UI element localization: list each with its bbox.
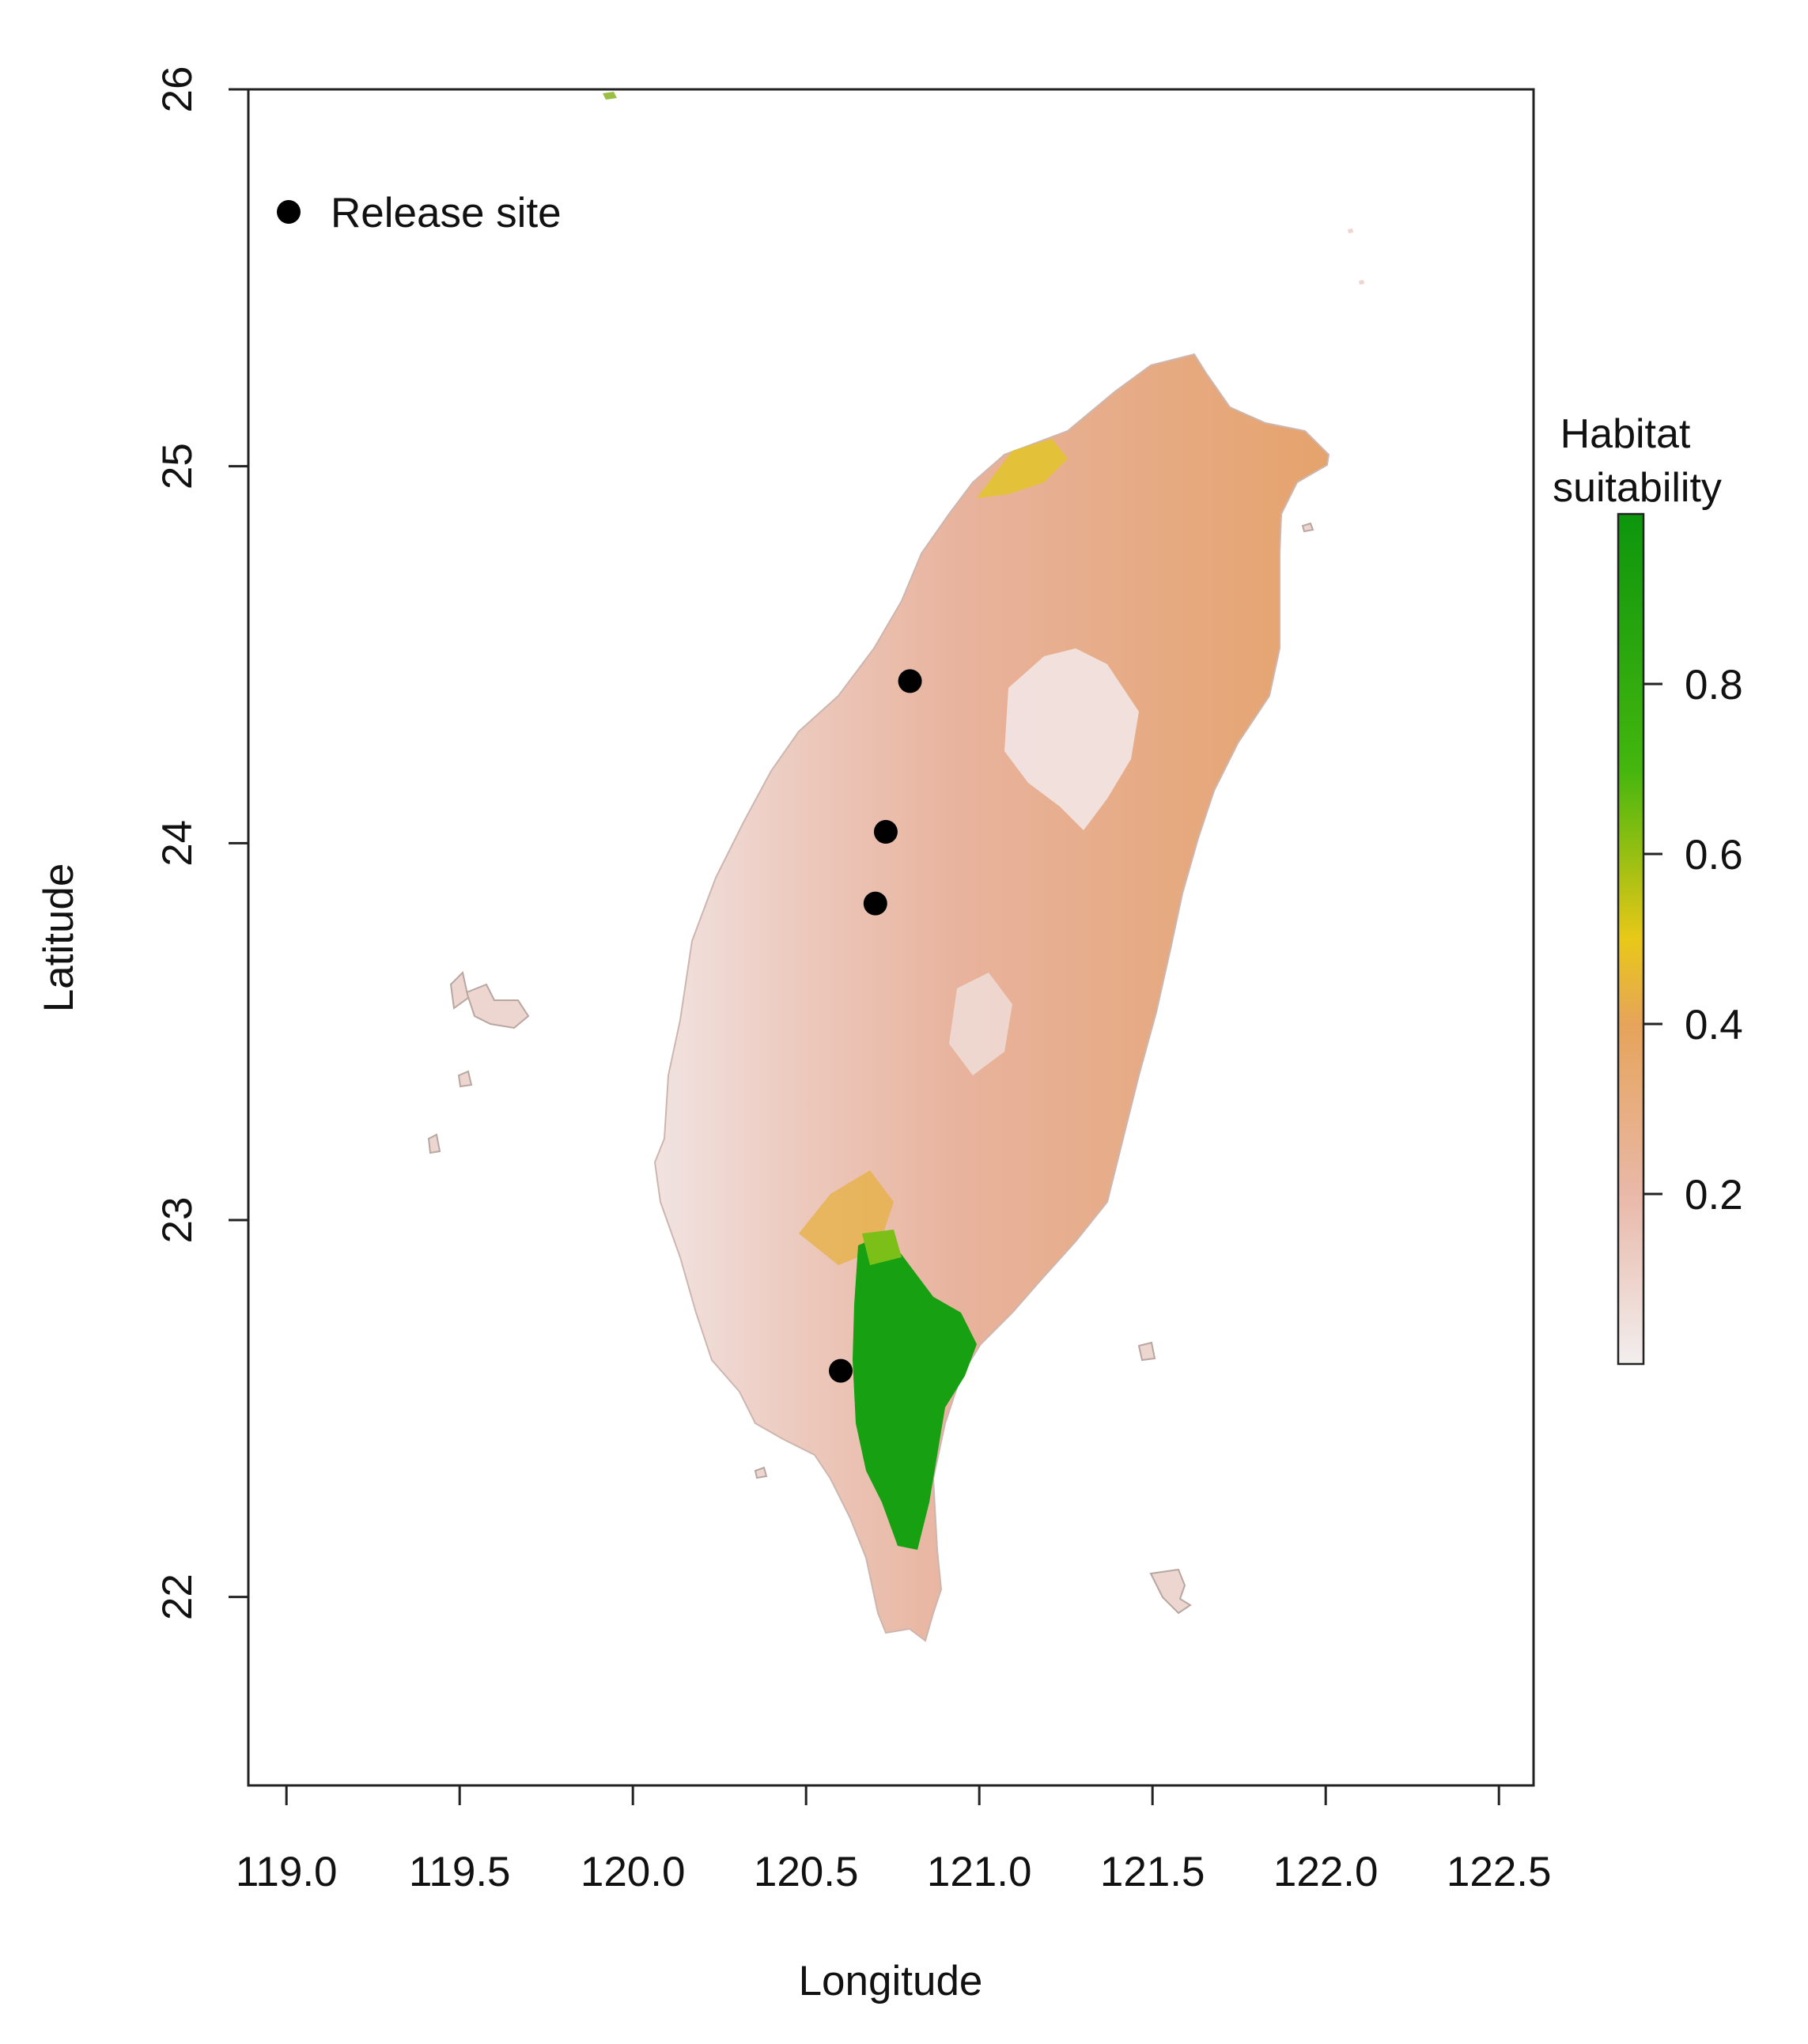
x-axis-title: Longitude — [799, 1958, 983, 2004]
southern-high-suitability — [853, 1234, 977, 1550]
y-tick-label: 23 — [154, 1197, 201, 1244]
central-range-light-zone-south — [949, 973, 1012, 1075]
pengjia-islet — [1348, 229, 1353, 233]
y-tick-label: 22 — [154, 1574, 201, 1620]
x-tick-label: 119.5 — [409, 1849, 511, 1895]
colorbar-title-line1: Habitat — [1560, 411, 1691, 457]
colorbar-tick-label: 0.2 — [1685, 1172, 1743, 1218]
release-site-point — [873, 820, 898, 844]
southern-high-suitability-edge — [862, 1230, 902, 1265]
legend-label: Release site — [331, 190, 562, 236]
green-island — [1137, 1341, 1156, 1362]
release-site-point — [863, 891, 887, 916]
orchid-island — [1149, 1568, 1192, 1615]
y-axis: 22 23 24 25 26 — [154, 66, 250, 1620]
colorbar-title-line2: suitability — [1553, 465, 1722, 511]
penghu-islet-3 — [427, 1133, 441, 1154]
y-axis-title: Latitude — [36, 863, 82, 1013]
liuqiu-island — [754, 1466, 768, 1479]
penghu-islet-2 — [457, 1070, 473, 1088]
colorbar-tick-label: 0.8 — [1685, 662, 1743, 708]
colorbar-tick-label: 0.6 — [1685, 832, 1743, 878]
x-tick-label: 121.0 — [927, 1849, 1032, 1895]
colorbar: Habitat suitability 0.2 0.4 0.6 0.8 — [1553, 411, 1743, 1366]
x-axis: 119.0 119.5 120.0 120.5 121.0 121.5 122.0 122.5 — [236, 1784, 1552, 1895]
x-tick-label: 122.5 — [1447, 1849, 1552, 1895]
release-site-point — [828, 1358, 853, 1383]
x-tick-label: 122.0 — [1273, 1849, 1379, 1895]
x-tick-label: 120.0 — [581, 1849, 686, 1895]
matsu-islet — [603, 92, 617, 100]
central-range-light-zone — [1004, 648, 1139, 830]
mianhua-islet — [1359, 280, 1364, 285]
x-tick-label: 121.5 — [1100, 1849, 1205, 1895]
penghu-islands — [465, 983, 530, 1030]
release-site-points — [828, 669, 922, 1383]
y-tick-label: 26 — [154, 66, 201, 113]
legend-marker — [277, 200, 301, 224]
penghu-islet-1 — [449, 970, 470, 1010]
northern-suitability-patch — [977, 439, 1068, 498]
release-site-point — [898, 669, 922, 693]
y-tick-label: 25 — [154, 443, 201, 489]
legend: Release site — [277, 190, 562, 236]
y-tick-label: 24 — [154, 820, 201, 867]
colorbar-gradient — [1617, 512, 1645, 1366]
turtle-island — [1301, 522, 1314, 533]
colorbar-ticks: 0.2 0.4 0.6 0.8 — [1643, 662, 1743, 1218]
x-tick-label: 120.5 — [754, 1849, 859, 1895]
colorbar-tick-label: 0.4 — [1685, 1002, 1743, 1048]
map-panel — [427, 92, 1364, 1642]
x-tick-label: 119.0 — [236, 1849, 338, 1895]
